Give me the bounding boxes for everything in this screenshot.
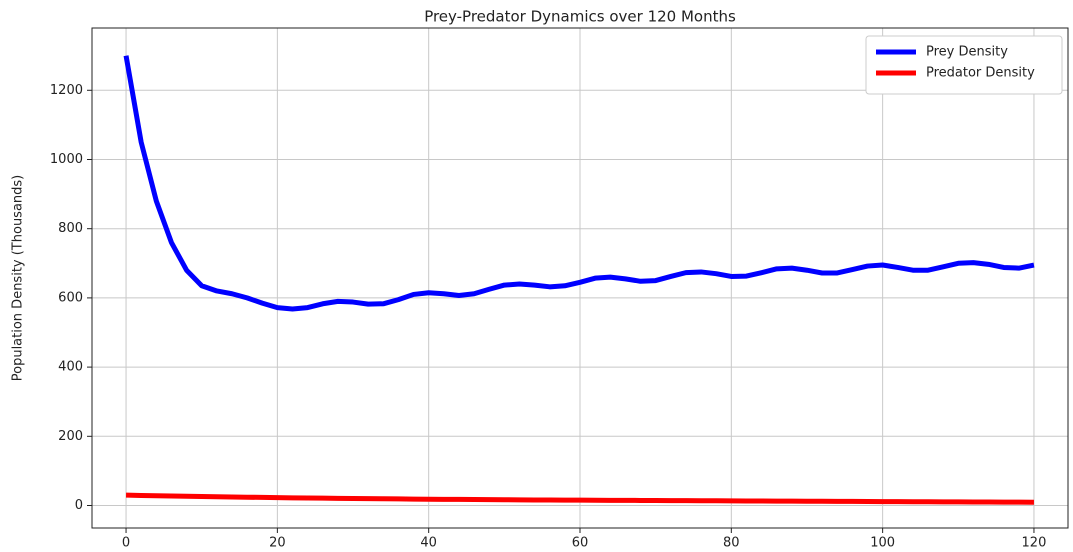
y-axis-label: Population Density (Thousands) (11, 175, 26, 382)
plot-frame (91, 27, 1069, 529)
x-tick-label: 0 (122, 536, 130, 551)
x-tick-label: 20 (269, 536, 286, 551)
data-line (125, 492, 1034, 505)
x-tick-label: 120 (1022, 536, 1047, 551)
x-tick-label: 100 (870, 536, 895, 551)
y-tick-label: 1000 (50, 152, 83, 167)
chart-title: Prey-Predator Dynamics over 120 Months (424, 8, 736, 26)
y-tick-label: 800 (58, 221, 83, 236)
legend: Prey Density Predator Density (865, 35, 1063, 95)
y-tick-label: 200 (58, 429, 83, 444)
x-tick-label: 40 (420, 536, 437, 551)
data-line (123, 55, 1035, 312)
x-tick-label: 80 (723, 536, 740, 551)
y-tick-label: 600 (58, 290, 83, 305)
y-tick-label: 1200 (50, 83, 83, 98)
legend-label: Predator Density (926, 66, 1035, 81)
y-tick-label: 0 (75, 498, 83, 513)
x-tick-label: 60 (572, 536, 589, 551)
y-tick-label: 400 (58, 360, 83, 375)
legend-label: Prey Density (926, 45, 1008, 60)
